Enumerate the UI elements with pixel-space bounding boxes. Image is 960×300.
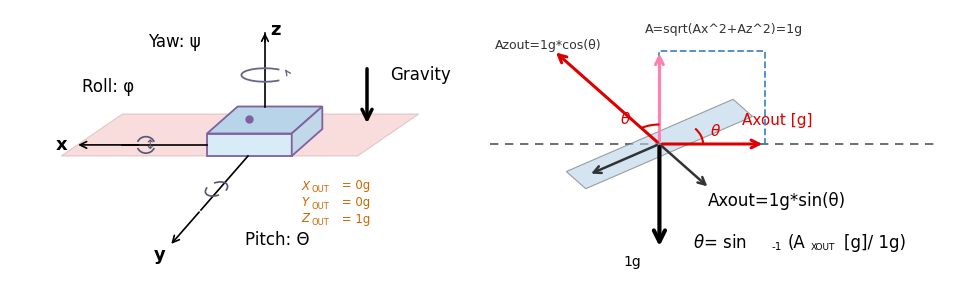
Text: Yaw: ψ: Yaw: ψ [148, 33, 201, 51]
Text: 1g: 1g [624, 255, 641, 269]
Text: x: x [56, 136, 67, 154]
Text: = 1g: = 1g [338, 212, 371, 226]
Text: OUT: OUT [311, 202, 329, 211]
Text: [g]/ 1g): [g]/ 1g) [844, 234, 905, 252]
Text: Gravity: Gravity [391, 66, 451, 84]
Polygon shape [61, 114, 419, 156]
Text: Y: Y [301, 196, 308, 209]
Text: OUT: OUT [311, 218, 329, 227]
Polygon shape [292, 106, 323, 156]
Text: $\theta$= sin: $\theta$= sin [693, 234, 747, 252]
Text: $\theta$: $\theta$ [709, 122, 721, 139]
Text: y: y [155, 246, 166, 264]
Polygon shape [207, 106, 323, 134]
Text: A=sqrt(Ax^2+Az^2)=1g: A=sqrt(Ax^2+Az^2)=1g [645, 23, 803, 37]
Text: $\updownarrow$: $\updownarrow$ [142, 138, 155, 152]
Text: Axout [g]: Axout [g] [742, 112, 812, 128]
Text: Z: Z [301, 212, 309, 226]
Text: XOUT: XOUT [810, 243, 835, 252]
Polygon shape [566, 99, 753, 189]
Text: Roll: φ: Roll: φ [83, 78, 134, 96]
Text: OUT: OUT [311, 185, 329, 194]
Text: = 0g: = 0g [338, 179, 371, 193]
Text: Azout=1g*cos(θ): Azout=1g*cos(θ) [494, 38, 601, 52]
Text: X: X [301, 179, 309, 193]
Text: Axout=1g*sin(θ): Axout=1g*sin(θ) [708, 192, 846, 210]
Text: -1: -1 [772, 242, 782, 253]
Text: (A: (A [788, 234, 805, 252]
Text: Pitch: Θ: Pitch: Θ [246, 231, 310, 249]
Text: $\theta$: $\theta$ [620, 110, 631, 127]
Text: z: z [271, 21, 281, 39]
Polygon shape [207, 134, 292, 156]
Text: = 0g: = 0g [338, 196, 371, 209]
